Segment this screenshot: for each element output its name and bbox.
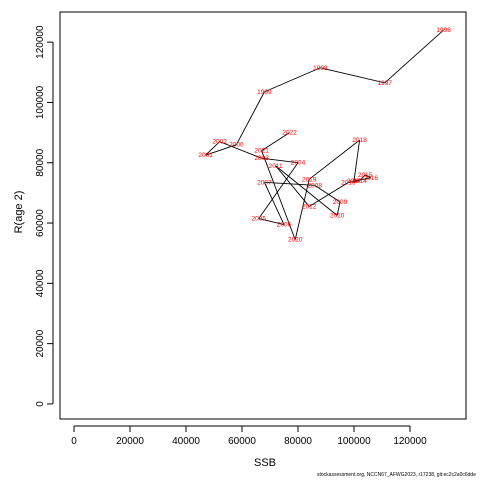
plot-frame <box>59 11 467 420</box>
x-tick-label: 80000 <box>284 436 312 447</box>
y-axis-title: R(age 2) <box>13 191 25 234</box>
trajectory-segment <box>320 67 385 84</box>
year-point-label: 2019 <box>302 176 317 183</box>
year-point-label: 2008 <box>308 182 323 189</box>
y-tick-label: 0 <box>35 401 46 407</box>
trajectory-segment <box>275 165 310 207</box>
trajectory-segment <box>384 29 444 84</box>
trajectory-segment <box>261 132 290 152</box>
year-point-label: 1997 <box>378 80 393 87</box>
year-point-label: 2006 <box>277 222 292 229</box>
year-point-label: 1996 <box>436 27 451 34</box>
trajectory-lines <box>205 29 444 240</box>
y-tick-label: 20000 <box>35 329 46 357</box>
trajectory-segment <box>261 150 296 240</box>
trajectory-segment <box>261 157 299 164</box>
trajectory-segment <box>364 174 372 179</box>
trajectory-segment <box>314 184 341 203</box>
x-tick-label: 0 <box>71 436 77 447</box>
trajectory-segment <box>258 218 285 225</box>
trajectory-segment <box>336 201 341 216</box>
trajectory-segment <box>348 180 360 183</box>
x-tick-label: 120000 <box>393 436 427 447</box>
trajectory-segment <box>353 140 361 181</box>
y-tick-label: 80000 <box>35 148 46 176</box>
trajectory-segment <box>308 181 349 207</box>
year-point-label: 2002 <box>212 139 227 146</box>
trajectory-segment <box>219 141 262 159</box>
year-point-label: 2012 <box>302 203 317 210</box>
year-point-label: 2013 <box>341 179 356 186</box>
trajectory-segment <box>263 182 285 225</box>
year-point-label: 2011 <box>269 163 283 170</box>
year-point-label: 2009 <box>333 199 348 206</box>
trajectory-segment <box>236 91 265 145</box>
year-point-label: 2021 <box>254 148 269 155</box>
year-point-label: 2016 <box>364 175 379 182</box>
year-point-label: 2017 <box>347 178 362 185</box>
trajectory-segment <box>264 67 321 93</box>
trajectory-segment <box>264 181 315 186</box>
x-tick-label: 100000 <box>337 436 371 447</box>
year-labels: 1996 1997 1998 1999 2000 2001 2002 2003 2004 2005… <box>198 27 451 244</box>
year-point-label: 2020 <box>288 237 303 244</box>
trajectory-segment <box>294 179 310 240</box>
x-axis-title: SSB <box>254 457 276 469</box>
year-point-label: 2001 <box>198 152 213 159</box>
year-point-label: 2007 <box>257 179 272 186</box>
y-tick-label: 40000 <box>35 269 46 297</box>
year-point-label: 2022 <box>282 130 297 137</box>
footer-credit: stockassessment.org, NCCN67_AFWG2023, r1… <box>317 472 476 478</box>
year-point-label: 1999 <box>257 89 272 96</box>
x-tick-label: 20000 <box>116 436 144 447</box>
year-point-label: 2005 <box>252 216 267 223</box>
y-tick-label: 60000 <box>35 209 46 237</box>
year-point-label: 2003 <box>254 155 269 162</box>
trajectory-segment <box>353 177 371 182</box>
year-point-label: 2018 <box>352 137 367 144</box>
year-point-label: 1998 <box>313 65 328 72</box>
x-tick-label: 60000 <box>228 436 256 447</box>
y-tick-label: 100000 <box>35 85 46 119</box>
year-point-label: 2015 <box>358 172 373 179</box>
axes: 0 20000 40000 60000 80000 100000 120000 0 20000 4… <box>35 11 467 447</box>
trajectory-segment <box>205 141 220 156</box>
x-tick-label: 40000 <box>172 436 200 447</box>
y-tick-label: 120000 <box>35 25 46 59</box>
year-point-label: 2004 <box>291 160 306 167</box>
trajectory-segment <box>308 139 360 180</box>
year-point-label: 2010 <box>330 213 345 220</box>
year-point-label: 2014 <box>352 178 367 185</box>
trajectory-segment <box>258 162 299 219</box>
year-point-label: 2000 <box>229 142 244 149</box>
